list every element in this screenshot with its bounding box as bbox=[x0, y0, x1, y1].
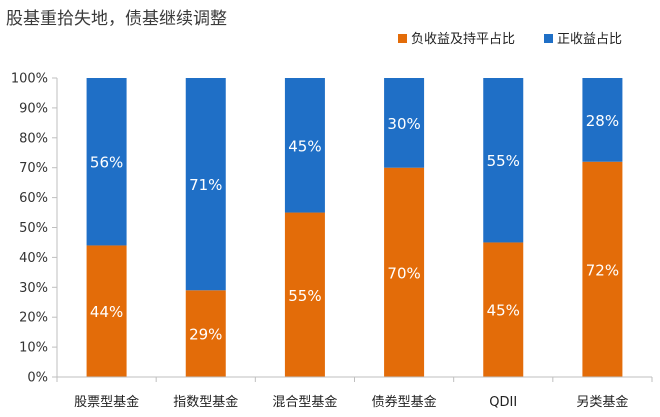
bar-value-label: 28% bbox=[586, 112, 619, 130]
y-tick-label: 100% bbox=[11, 72, 48, 87]
bar-value-label: 72% bbox=[586, 261, 619, 279]
y-tick-label: 0% bbox=[27, 371, 48, 386]
bar-value-label: 56% bbox=[90, 154, 123, 172]
x-category-label: 股票型基金 bbox=[74, 394, 139, 410]
legend-label-positive: 正收益占比 bbox=[557, 32, 622, 47]
legend: 负收益及持平占比 正收益占比 bbox=[398, 32, 622, 47]
x-axis: 股票型基金 指数型基金 混合型基金 债券型基金 QDII 另类基金 bbox=[56, 376, 653, 410]
y-tick-label: 20% bbox=[19, 311, 48, 326]
bar-value-label: 70% bbox=[387, 264, 420, 282]
bar-value-label: 45% bbox=[288, 137, 321, 155]
bar-value-label: 55% bbox=[487, 152, 520, 170]
y-tick-label: 10% bbox=[19, 341, 48, 356]
y-tick-label: 60% bbox=[19, 191, 48, 206]
bar-value-label: 55% bbox=[288, 287, 321, 305]
y-tick-label: 80% bbox=[19, 131, 48, 146]
bar-value-label: 71% bbox=[189, 176, 222, 194]
legend-swatch-negative bbox=[398, 34, 407, 43]
x-category-label: QDII bbox=[489, 395, 517, 410]
x-category-label: 债券型基金 bbox=[372, 394, 437, 410]
bar-segment bbox=[86, 245, 127, 377]
chart-title: 股基重拾失地，债基继续调整 bbox=[6, 9, 227, 29]
bar-segment bbox=[384, 78, 425, 168]
x-category-label: 混合型基金 bbox=[272, 394, 337, 410]
x-category-label: 另类基金 bbox=[576, 394, 628, 410]
bar-segment bbox=[284, 78, 325, 213]
bars: 44% 56% 29% 71% 55% 45% 70% 30% 45% 55% 72% 28% bbox=[86, 78, 623, 377]
legend-swatch-positive bbox=[544, 34, 553, 43]
y-axis: 0% 10% 20% 30% 40% 50% 60% 70% 80% 90% 100% bbox=[11, 72, 58, 386]
y-tick-label: 70% bbox=[19, 161, 48, 176]
bar-segment bbox=[483, 78, 524, 243]
bar-segment bbox=[483, 242, 524, 377]
bar-value-label: 29% bbox=[189, 326, 222, 344]
y-tick-label: 30% bbox=[19, 281, 48, 296]
y-tick-label: 50% bbox=[19, 221, 48, 236]
y-tick-label: 40% bbox=[19, 251, 48, 266]
bar-segment bbox=[582, 78, 623, 162]
bar-value-label: 45% bbox=[487, 302, 520, 320]
y-tick-label: 90% bbox=[19, 101, 48, 116]
bar-segment bbox=[185, 290, 226, 377]
bar-segment bbox=[384, 167, 425, 377]
bar-segment bbox=[582, 161, 623, 377]
bar-segment bbox=[86, 78, 127, 246]
bar-value-label: 44% bbox=[90, 303, 123, 321]
bar-value-label: 30% bbox=[387, 115, 420, 133]
x-category-label: 指数型基金 bbox=[173, 394, 238, 410]
bar-segment bbox=[185, 78, 226, 291]
bar-segment bbox=[284, 212, 325, 377]
legend-label-negative: 负收益及持平占比 bbox=[411, 32, 515, 47]
